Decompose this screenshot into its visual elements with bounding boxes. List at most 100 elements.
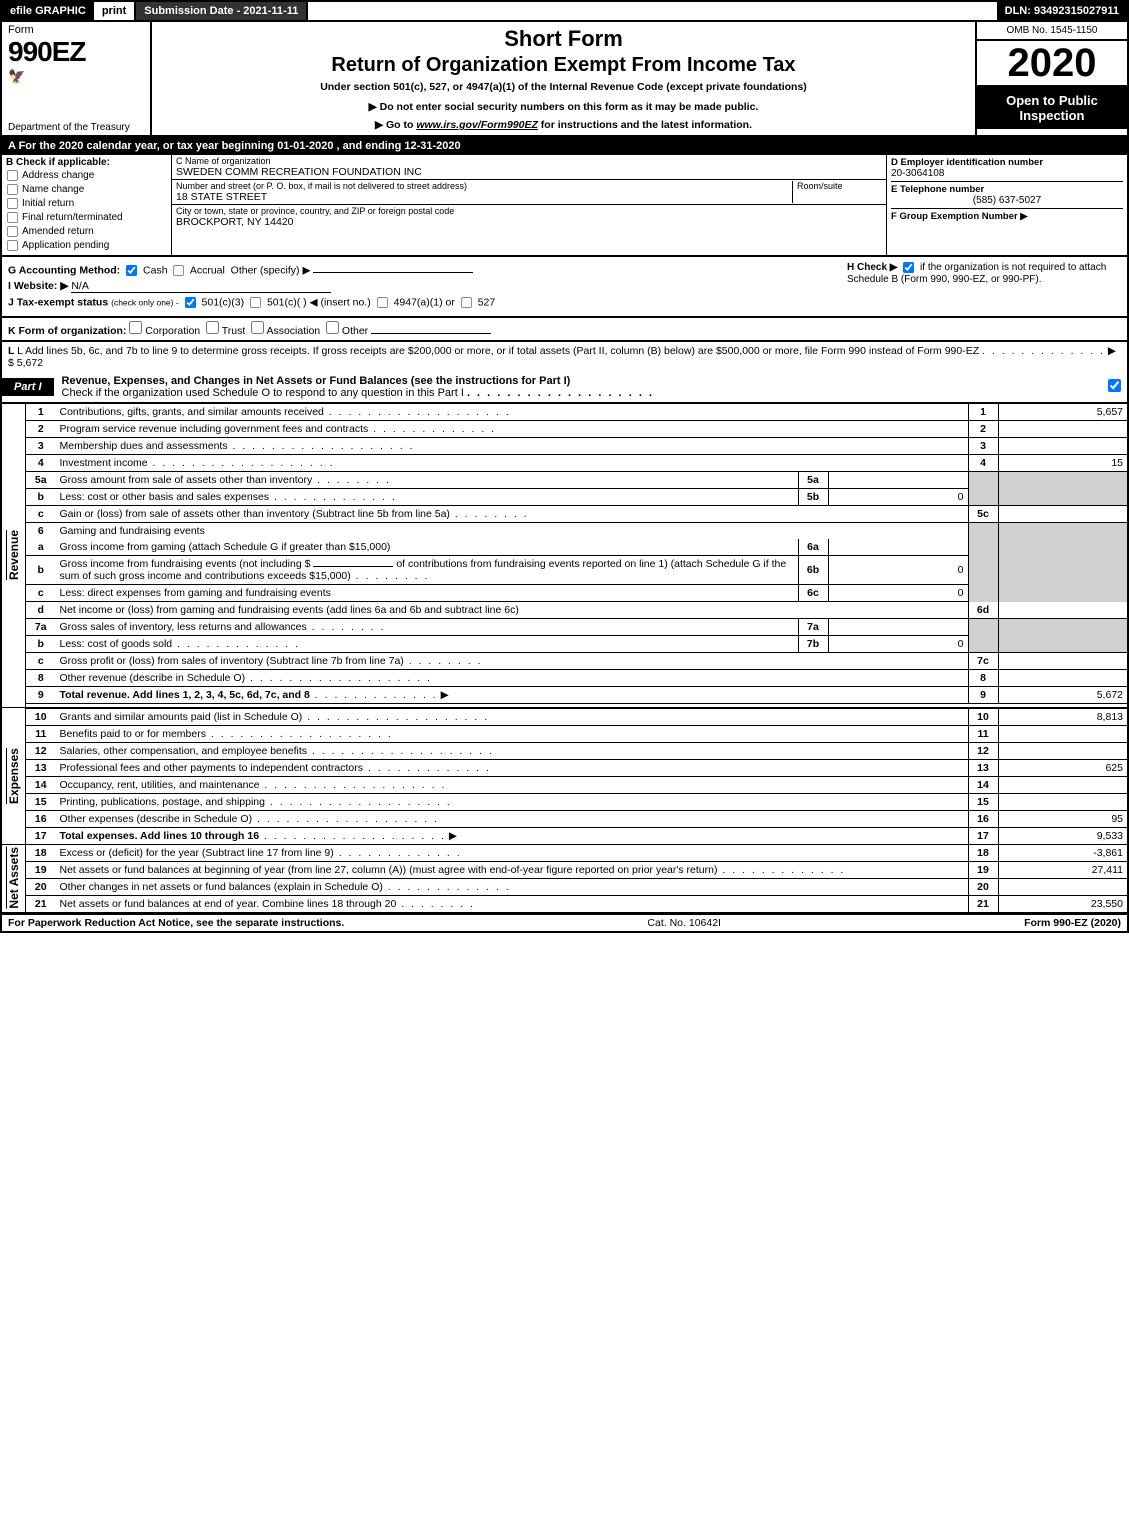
shade — [968, 472, 998, 506]
line-g-label: G Accounting Method: — [8, 264, 120, 276]
line-18-value: -3,861 — [998, 844, 1128, 861]
lab-address: Number and street (or P. O. box, if mail… — [176, 181, 792, 191]
line-6d-desc: Net income or (loss) from gaming and fun… — [60, 604, 519, 616]
line-j-sub: (check only one) - — [111, 297, 179, 307]
dots — [259, 830, 446, 842]
dots — [404, 655, 483, 667]
under-section-note: Under section 501(c), 527, or 4947(a)(1)… — [160, 81, 967, 93]
line-20-value — [998, 878, 1128, 895]
lab-room: Room/suite — [797, 181, 882, 191]
phone-value: (585) 637-5027 — [891, 195, 1123, 206]
footer-right-pre: Form — [1024, 917, 1053, 929]
line-9-colno: 9 — [968, 687, 998, 704]
dots — [307, 745, 494, 757]
line-12-desc: Salaries, other compensation, and employ… — [60, 745, 307, 757]
cb-name-change[interactable] — [7, 184, 18, 195]
form-header: Form 990EZ 🦅 Department of the Treasury … — [0, 22, 1129, 137]
cb-final-return[interactable] — [7, 212, 18, 223]
line-9-value: 5,672 — [998, 687, 1128, 704]
cb-address-change[interactable] — [7, 170, 18, 181]
line-2-desc: Program service revenue including govern… — [60, 423, 369, 435]
line-5c-value — [998, 506, 1128, 523]
line-j-label: J Tax-exempt status — [8, 296, 108, 308]
dots — [334, 847, 462, 859]
footer-right: Form 990-EZ (2020) — [1024, 917, 1121, 929]
line-6d-value — [998, 602, 1128, 619]
efile-button[interactable]: efile GRAPHIC — [2, 2, 94, 20]
dots — [363, 762, 491, 774]
cb-association[interactable] — [251, 321, 264, 334]
lbl-4947: 4947(a)(1) or — [394, 296, 455, 308]
cb-schedule-o[interactable] — [1108, 379, 1121, 392]
dots — [717, 864, 845, 876]
line-3-desc: Membership dues and assessments — [60, 440, 228, 452]
line-1-colno: 1 — [968, 404, 998, 421]
lines-ghji: H Check ▶ if the organization is not req… — [0, 257, 1129, 318]
line-5c-colno: 5c — [968, 506, 998, 523]
lbl-527: 527 — [478, 296, 496, 308]
line-l: L L Add lines 5b, 6c, and 7b to line 9 t… — [0, 342, 1129, 372]
cb-cash[interactable] — [126, 265, 137, 276]
line-i-label: I Website: ▶ — [8, 280, 68, 292]
line-6c-desc: Less: direct expenses from gaming and fu… — [60, 587, 331, 599]
dots — [310, 689, 438, 701]
form-number: 990EZ — [8, 36, 144, 68]
line-6b-no: b — [26, 556, 56, 585]
cb-application-pending[interactable] — [7, 240, 18, 251]
goto-suffix: for instructions and the latest informat… — [538, 119, 752, 131]
lbl-name-change: Name change — [22, 184, 84, 195]
irs-link[interactable]: www.irs.gov/Form990EZ — [416, 119, 538, 131]
cb-corporation[interactable] — [129, 321, 142, 334]
lbl-final-return: Final return/terminated — [22, 212, 123, 223]
lbl-trust: Trust — [222, 325, 246, 337]
line-l-text: L Add lines 5b, 6c, and 7b to line 9 to … — [17, 345, 979, 357]
dots — [172, 638, 300, 650]
dots — [265, 796, 452, 808]
line-6-no: 6 — [26, 523, 56, 540]
line-21-desc: Net assets or fund balances at end of ye… — [60, 898, 397, 910]
cb-other-org[interactable] — [326, 321, 339, 334]
goto-prefix: ▶ Go to — [375, 119, 416, 131]
efile-label: efile — [10, 5, 32, 17]
cb-amended-return[interactable] — [7, 226, 18, 237]
other-method-line — [313, 272, 473, 273]
line-3-no: 3 — [26, 438, 56, 455]
line-6d-no: d — [26, 602, 56, 619]
line-5b-mno: 5b — [798, 489, 828, 506]
lab-phone: E Telephone number — [891, 184, 1123, 195]
lbl-501c: 501(c)( ) ◀ (insert no.) — [267, 296, 371, 308]
irs-seal-icon: 🦅 — [8, 68, 25, 84]
line-21-colno: 21 — [968, 895, 998, 913]
line-17-value: 9,533 — [998, 827, 1128, 844]
cb-line-h[interactable] — [903, 262, 914, 273]
cb-501c3[interactable] — [185, 297, 196, 308]
dots — [260, 779, 447, 791]
box-c: C Name of organization SWEDEN COMM RECRE… — [172, 155, 887, 255]
line-8-no: 8 — [26, 670, 56, 687]
ssn-warning: ▶ Do not enter social security numbers o… — [160, 101, 967, 113]
line-16-colno: 16 — [968, 810, 998, 827]
title-return: Return of Organization Exempt From Incom… — [160, 54, 967, 77]
cb-trust[interactable] — [206, 321, 219, 334]
line-6c-mno: 6c — [798, 585, 828, 602]
line-6d-colno: 6d — [968, 602, 998, 619]
line-6a-no: a — [26, 539, 56, 556]
line-j: J Tax-exempt status (check only one) - 5… — [8, 296, 1121, 309]
footer-center: Cat. No. 10642I — [647, 917, 721, 929]
tax-year: 2020 — [977, 41, 1127, 87]
box-b-title: B Check if applicable: — [6, 157, 167, 168]
cb-527[interactable] — [461, 297, 472, 308]
cb-initial-return[interactable] — [7, 198, 18, 209]
cb-4947[interactable] — [377, 297, 388, 308]
line-11-desc: Benefits paid to or for members — [60, 728, 206, 740]
line-6b-blank — [313, 566, 393, 567]
line-12-colno: 12 — [968, 742, 998, 759]
submission-date-button[interactable]: Submission Date - 2021-11-11 — [136, 2, 308, 20]
cb-accrual[interactable] — [173, 265, 184, 276]
line-21-no: 21 — [26, 895, 56, 913]
part1-header: Part I Revenue, Expenses, and Changes in… — [0, 372, 1129, 404]
line-h: H Check ▶ if the organization is not req… — [841, 261, 1121, 285]
section-netassets-label: Net Assets — [6, 847, 21, 909]
print-button[interactable]: print — [94, 2, 136, 20]
cb-501c[interactable] — [250, 297, 261, 308]
